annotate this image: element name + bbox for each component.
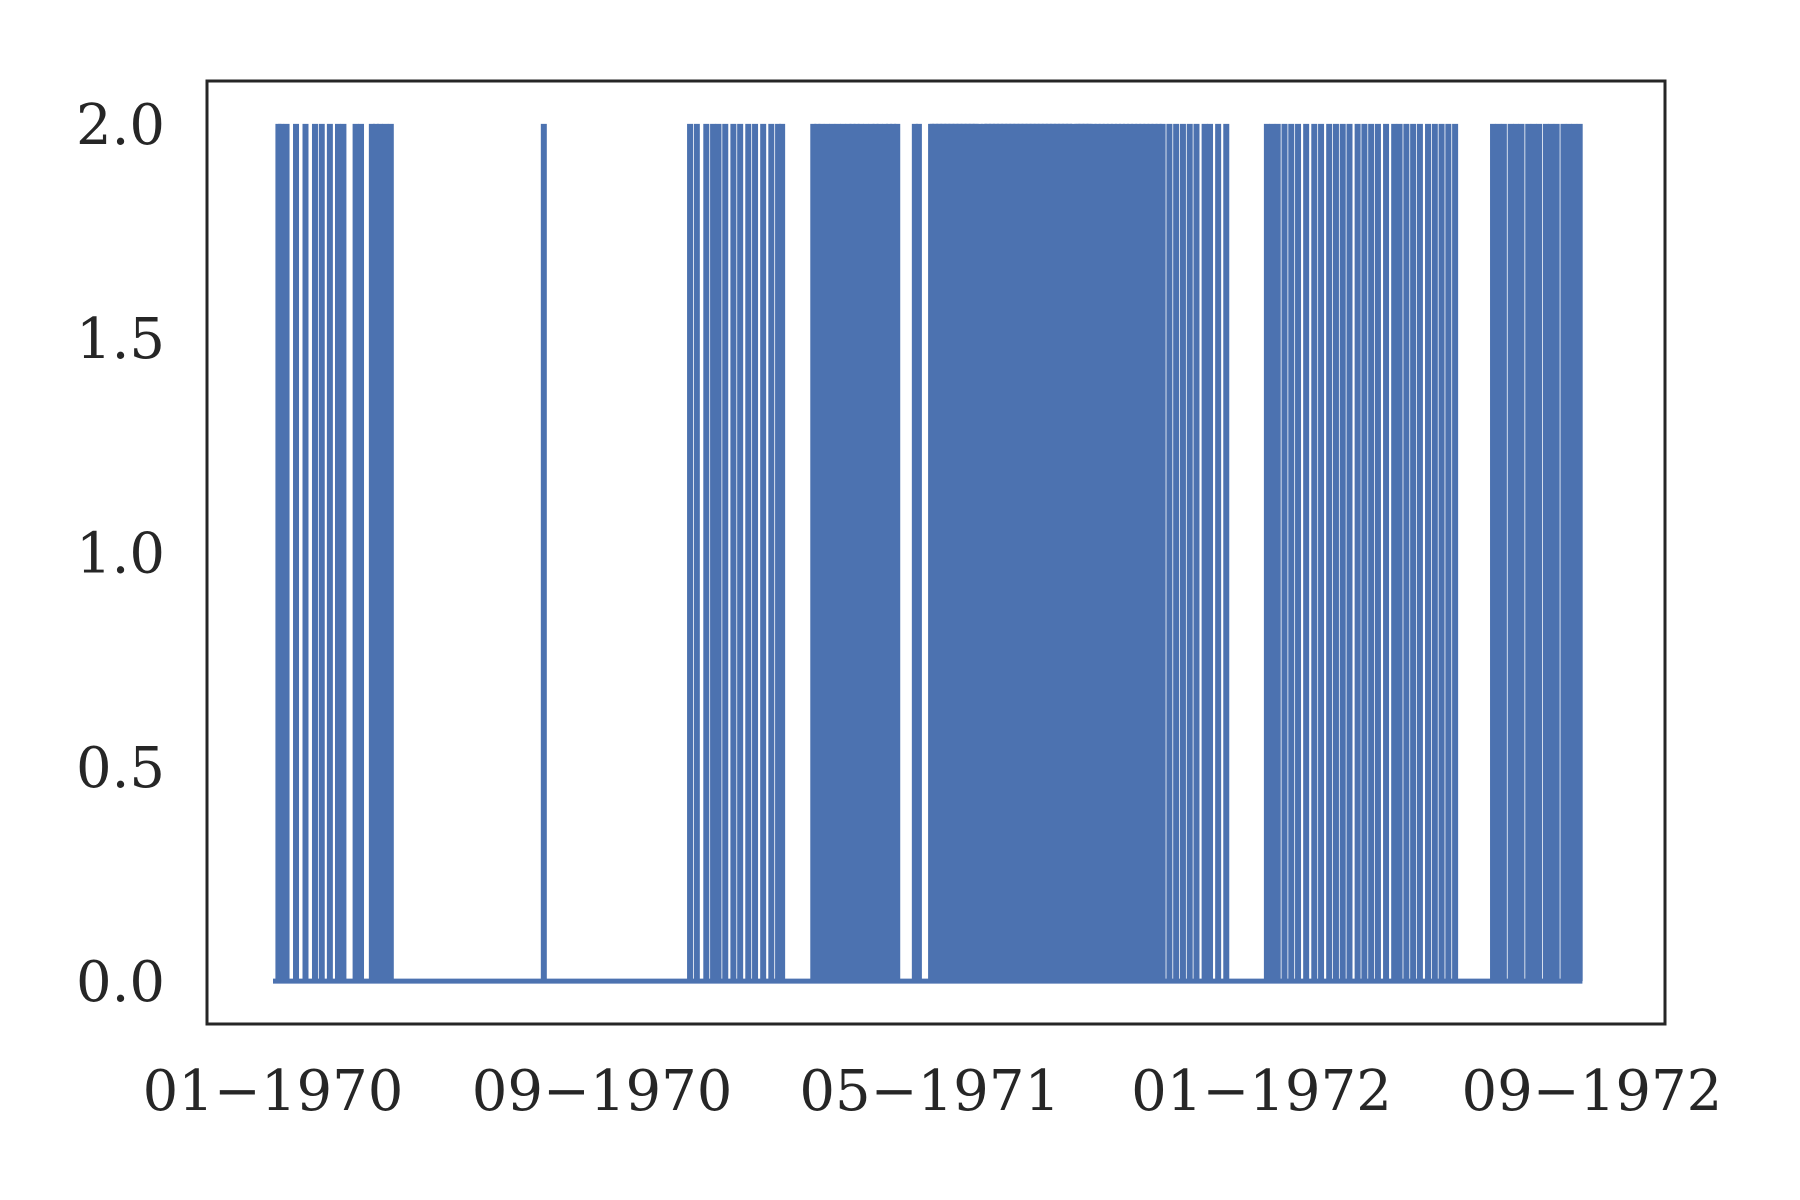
- x-tick-label-1: 09−1970: [472, 1059, 733, 1124]
- x-tick-label-4: 09−1972: [1462, 1059, 1723, 1124]
- x-tick-label-2: 05−1971: [799, 1059, 1060, 1124]
- y-tick-label-2: 1.0: [76, 522, 165, 587]
- y-tick-labels: 0.0 0.5 1.0 1.5 2.0: [76, 93, 165, 1015]
- series-layer: [273, 123, 1583, 984]
- y-tick-label-1: 0.5: [76, 736, 165, 801]
- x-tick-label-0: 01−1970: [143, 1059, 404, 1124]
- y-tick-label-0: 0.0: [76, 950, 165, 1015]
- x-tick-label-3: 01−1972: [1131, 1059, 1392, 1124]
- y-tick-label-3: 1.5: [76, 307, 165, 372]
- x-tick-labels: 01−1970 09−1970 05−1971 01−1972 09−1972: [143, 1059, 1723, 1124]
- y-tick-label-4: 2.0: [76, 93, 165, 158]
- plot-frame: [205, 79, 1667, 1026]
